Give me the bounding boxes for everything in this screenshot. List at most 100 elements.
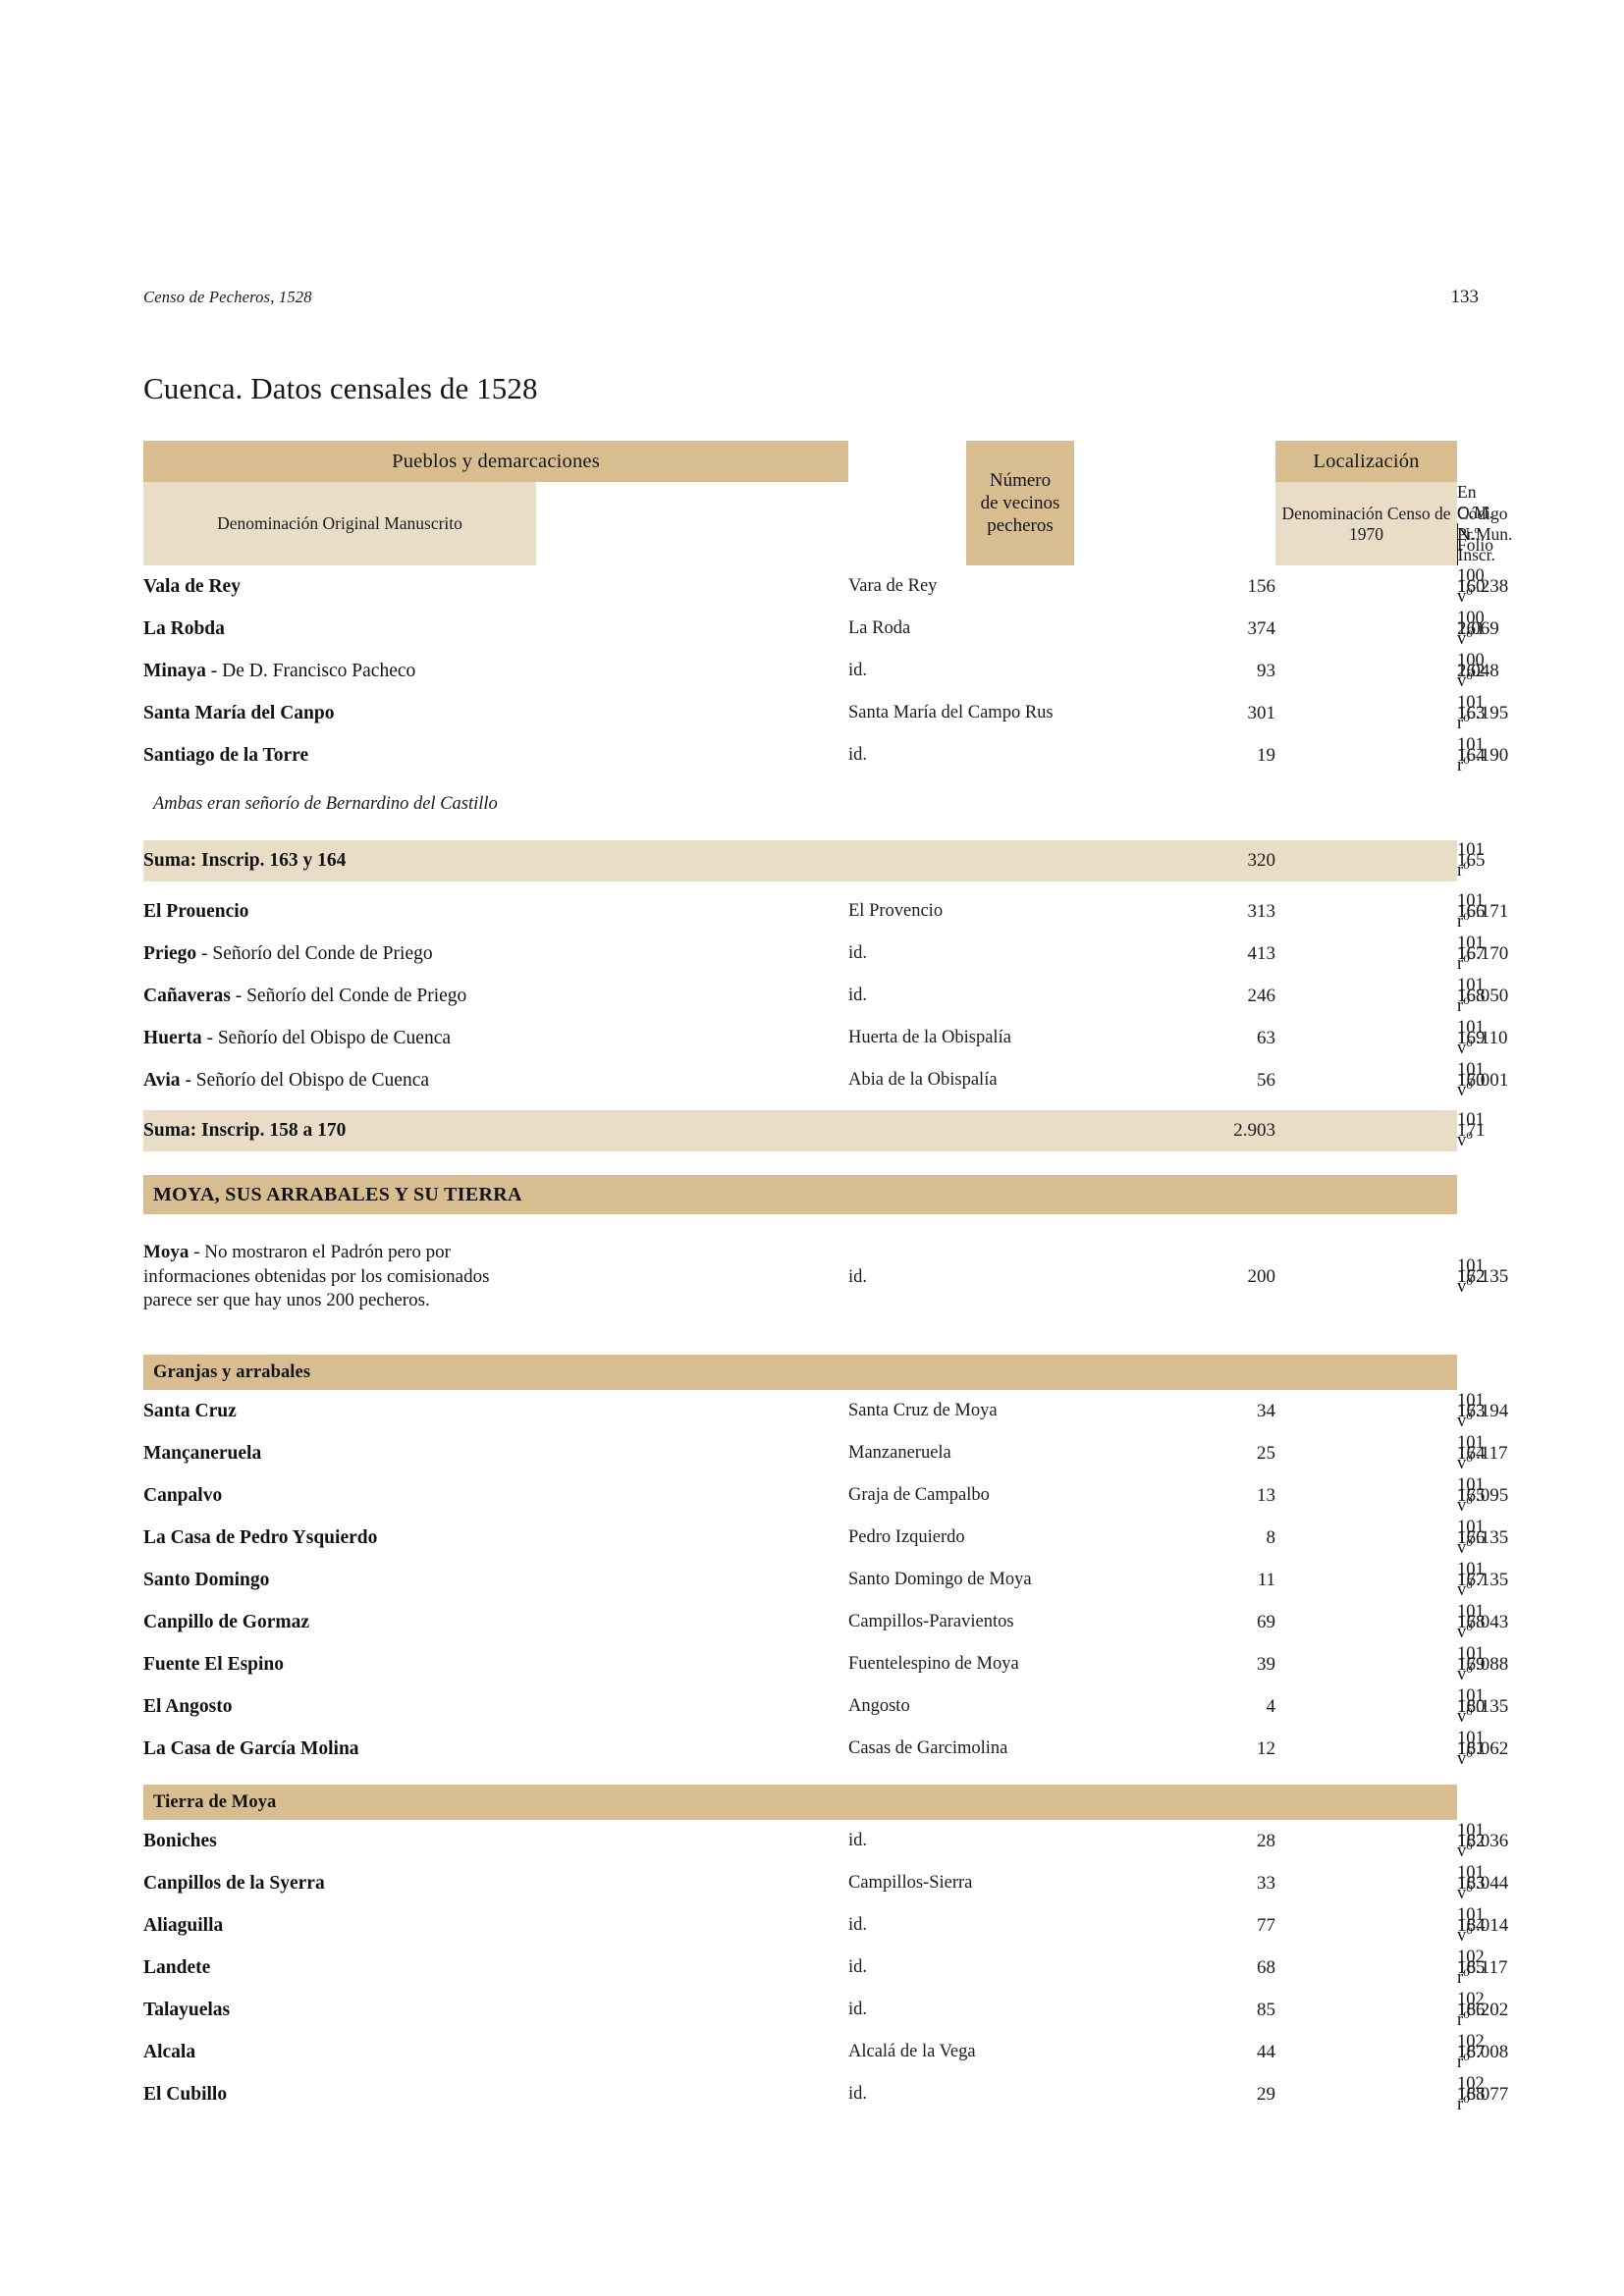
place-name-original: Minaya (143, 660, 206, 681)
table-row: Landete id. 68 16.117 102 ro 185 (143, 1947, 1508, 1989)
cell-numero-vecinos: 39 (1257, 1653, 1275, 1675)
cell-denominacion-censo-1970: Campillos-Paravientos (848, 1612, 1014, 1631)
column-gap (1275, 1685, 1457, 1728)
folio-ordinal: o (1466, 1837, 1473, 1852)
place-name-original: El Cubillo (143, 2083, 228, 2105)
place-name-original: Alcala (143, 2041, 196, 2062)
cell-denominacion-original: La Casa de Pedro Ysquierdo (143, 1517, 536, 1559)
table-row: Talayuelas id. 85 16.202 102 ro 186 (143, 1989, 1509, 2031)
place-name-original: Canpillos de la Syerra (143, 1872, 325, 1894)
row-spacer (143, 1160, 1457, 1175)
cell-numero-vecinos: 313 (1247, 900, 1276, 922)
cell-denominacion-censo-1970: Manzaneruela (848, 1443, 951, 1463)
column-gap (966, 1559, 1074, 1601)
folio-ordinal: o (1466, 1126, 1473, 1142)
spacer-cell (143, 831, 1457, 840)
row-spacer (143, 881, 1457, 890)
cell-numero-vecinos: 4 (1266, 1695, 1276, 1717)
cell-numero-vecinos: 156 (1247, 575, 1276, 597)
header-group-pueblos: Pueblos y demarcaciones (143, 441, 848, 482)
folio-ordinal: o (1463, 751, 1470, 767)
place-name-note: - Señorío del Obispo de Cuenca (180, 1069, 430, 1091)
cell-denominacion-censo-1970 (848, 840, 966, 881)
table-row: Canpillo de Gormaz Campillos-Paravientos 6… (143, 1601, 1509, 1643)
place-name-original: Santa Cruz (143, 1400, 237, 1421)
cell-denominacion-original: Fuente El Espino (143, 1643, 536, 1685)
spacer-cell (143, 1340, 1457, 1355)
cell-denominacion-original: Santiago de la Torre (143, 734, 536, 776)
table-row: Santo Domingo Santo Domingo de Moya 11 16.1… (143, 1559, 1509, 1601)
column-gap (966, 1110, 1074, 1151)
folio-ordinal: o (1463, 709, 1470, 724)
cell-denominacion-original: Canpillo de Gormaz (143, 1601, 536, 1643)
folio-ordinal: o (1463, 856, 1470, 872)
cell-numero-vecinos: 29 (1257, 2083, 1275, 2105)
column-gap (536, 1214, 848, 1340)
table-row: El Cubillo id. 29 16.077 102 ro 188 (143, 2073, 1509, 2115)
column-gap (1275, 1059, 1457, 1101)
column-gap (966, 1059, 1074, 1101)
cell-denominacion-censo-1970: id. (848, 1957, 868, 1977)
folio-ordinal: o (1463, 991, 1470, 1007)
table-row: Avia - Señorío del Obispo de Cuenca Abia … (143, 1059, 1509, 1101)
place-name-original: Canpillo de Gormaz (143, 1611, 309, 1632)
table-row: Canpalvo Graja de Campalbo 13 16.095 101 vo 1… (143, 1474, 1509, 1517)
column-gap (1275, 1559, 1457, 1601)
census-table: Pueblos y demarcaciones Número de vecino… (143, 441, 1512, 2115)
column-gap (966, 1017, 1074, 1059)
table-row: Fuente El Espino Fuentelespino de Moya 39 1… (143, 1643, 1509, 1685)
cell-numero-vecinos: 8 (1266, 1526, 1276, 1548)
column-gap (966, 2031, 1074, 2073)
folio-ordinal: o (1466, 1034, 1473, 1049)
cell-denominacion-original: Santa Cruz (143, 1390, 536, 1432)
column-gap (1275, 1728, 1457, 1770)
header-numero-vecinos-pecheros: Número de vecinos pecheros (966, 441, 1074, 565)
summary-row: Suma: Inscrip. 158 a 170 2.903 101 vo 171 (143, 1110, 1486, 1151)
column-gap (966, 1728, 1074, 1770)
place-name-original: La Casa de Pedro Ysquierdo (143, 1526, 378, 1548)
column-gap (536, 1685, 848, 1728)
column-gap (966, 1214, 1074, 1340)
header-row-leaf: Folio N.º Inscr. (1457, 524, 1495, 564)
cell-denominacion-original: Moya - No mostraron el Padrón pero por i… (143, 1214, 536, 1340)
column-gap (1275, 734, 1457, 776)
column-gap (536, 1059, 848, 1101)
cell-numero-vecinos: 93 (1257, 660, 1275, 681)
column-gap (966, 933, 1074, 975)
cell-denominacion-original: Aliaguilla (143, 1904, 536, 1947)
column-gap (1275, 1474, 1457, 1517)
column-gap (536, 1820, 848, 1862)
column-gap (536, 1643, 848, 1685)
running-head: Censo de Pecheros, 1528 133 (143, 287, 1479, 312)
column-gap (1275, 608, 1457, 650)
cell-denominacion-original: Mançaneruela (143, 1432, 536, 1474)
folio-ordinal: o (1466, 1076, 1473, 1092)
cell-numero-vecinos: 11 (1257, 1569, 1275, 1590)
cell-numero-vecinos: 200 (1247, 1266, 1276, 1287)
column-gap (1275, 1947, 1457, 1989)
cell-numero-vecinos: 33 (1257, 1872, 1275, 1894)
column-gap (536, 1017, 848, 1059)
section-band-row: Granjas y arrabales (143, 1355, 1457, 1390)
column-gap (536, 734, 848, 776)
table-row: Alcala Alcalá de la Vega 44 16.008 102 ro 187 (143, 2031, 1509, 2073)
place-name-original: Fuente El Espino (143, 1653, 285, 1675)
folio-ordinal: o (1466, 1272, 1473, 1288)
cell-denominacion-censo-1970: Campillos-Sierra (848, 1873, 973, 1893)
column-gap (1275, 1601, 1457, 1643)
column-gap (966, 565, 1074, 608)
column-gap (966, 1601, 1074, 1643)
cell-numero-vecinos: 77 (1257, 1914, 1275, 1936)
header-gap-3 (536, 482, 848, 565)
place-name-original: Suma: Inscrip. 163 y 164 (143, 850, 347, 871)
header-gap-1 (848, 441, 966, 565)
place-name-note: - De D. Francisco Pacheco (205, 660, 416, 681)
cell-denominacion-original: El Angosto (143, 1685, 536, 1728)
column-gap (1275, 2031, 1457, 2073)
column-gap (1275, 650, 1457, 692)
cell-numero-vecinos: 63 (1257, 1027, 1275, 1048)
cell-denominacion-original: Vala de Rey (143, 565, 536, 608)
column-gap (536, 1110, 848, 1151)
folio-ordinal: o (1466, 1575, 1473, 1591)
